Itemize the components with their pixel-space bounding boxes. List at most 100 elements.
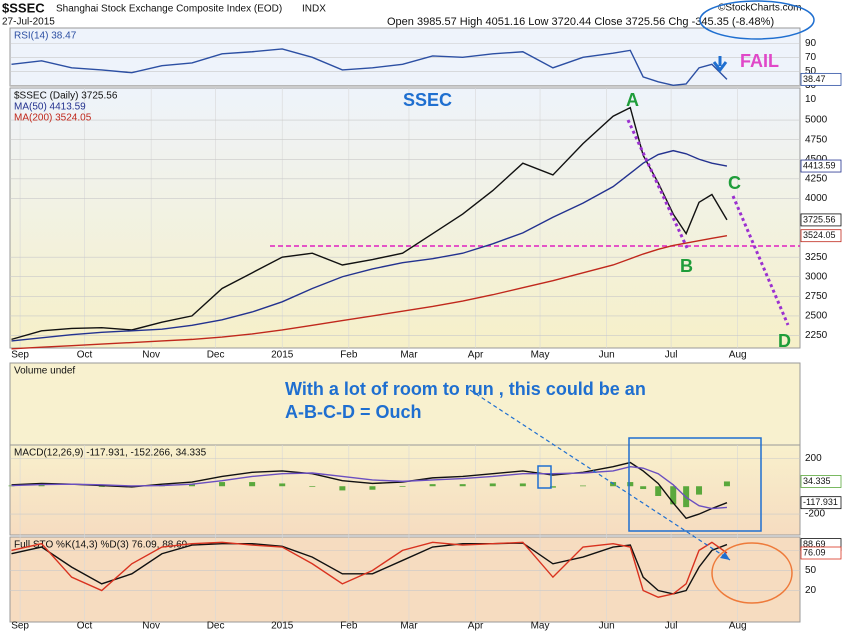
- histogram-bar: [399, 486, 406, 487]
- y-tick-label: 50: [805, 565, 817, 576]
- histogram-bar: [723, 481, 730, 487]
- fail: FAIL: [740, 51, 779, 71]
- volume-panel: [9, 362, 801, 446]
- label-b: B: [680, 256, 693, 276]
- x-tick-label: Oct: [77, 621, 93, 632]
- histogram-bar: [670, 486, 677, 505]
- histogram-bar: [489, 483, 496, 487]
- histogram-bar: [219, 482, 226, 487]
- pointer-head: [720, 552, 730, 560]
- label-c: C: [728, 173, 741, 193]
- series-line: [11, 149, 728, 342]
- y-tick-label: 50: [805, 66, 817, 77]
- value-badge-label: 4413.59: [803, 160, 836, 170]
- price-panel: [9, 87, 801, 349]
- x-tick-label: Sep: [11, 621, 29, 632]
- panel-title: Volume undef: [14, 366, 75, 377]
- histogram-bar: [38, 485, 45, 487]
- ssec-label: SSEC: [403, 90, 452, 110]
- note: With a lot of room to run , this could b…: [285, 379, 646, 399]
- exchange: INDX: [302, 4, 326, 15]
- y-tick-label: 4750: [805, 134, 828, 145]
- x-tick-label: May: [531, 350, 550, 361]
- x-tick-label: Apr: [468, 350, 484, 361]
- x-tick-label: Nov: [142, 621, 160, 632]
- histogram-bar: [627, 482, 634, 487]
- symbol: $SSEC: [2, 0, 45, 15]
- x-tick-label: Jul: [665, 621, 678, 632]
- x-tick-label: Nov: [142, 350, 160, 361]
- y-tick-label: 4500: [805, 154, 828, 165]
- y-tick-label: 5000: [805, 115, 828, 126]
- histogram-bar: [279, 483, 286, 487]
- x-tick-label: Apr: [468, 621, 484, 632]
- value-badge-label: 3725.56: [803, 214, 836, 224]
- histogram-bar: [188, 484, 195, 487]
- x-tick-label: Feb: [340, 350, 358, 361]
- y-tick-label: 10: [805, 94, 817, 105]
- value-badge-label: 38.47: [803, 74, 826, 84]
- y-tick-label: 90: [805, 38, 817, 49]
- value-badge: [800, 159, 842, 173]
- x-tick-label: Feb: [340, 621, 358, 632]
- value-badge: [800, 475, 842, 488]
- index-name: Shanghai Stock Exchange Composite Index …: [56, 4, 282, 15]
- y-tick-label: 3000: [805, 271, 828, 282]
- wave-cd: [731, 195, 790, 326]
- series-line: [11, 235, 728, 350]
- value-badge-label: 3524.05: [803, 230, 836, 240]
- x-tick-label: 2015: [271, 350, 294, 361]
- y-tick-label: 2500: [805, 311, 828, 322]
- histogram-bar: [549, 486, 556, 488]
- y-tick-label: 4000: [805, 193, 828, 204]
- label-d: D: [778, 331, 791, 351]
- histogram-bar: [696, 486, 703, 495]
- y-tick-label: 200: [805, 453, 822, 464]
- x-tick-label: Dec: [207, 350, 225, 361]
- x-tick-label: 2015: [271, 621, 294, 632]
- rsi-panel: [9, 27, 801, 87]
- value-badge-label: 76.09: [803, 547, 826, 557]
- date: 27-Jul-2015: [2, 17, 55, 28]
- y-tick-label: 4250: [805, 173, 828, 184]
- panel-title: Full STO %K(14,3) %D(3) 76.09, 88.69: [14, 540, 188, 551]
- histogram-bar: [309, 486, 316, 487]
- legend-entry: RSI(14) 38.47: [14, 31, 77, 42]
- series-line: [11, 541, 728, 598]
- legend-entry: MA(200) 3524.05: [14, 113, 92, 124]
- value-badge-label: 34.335: [803, 476, 831, 486]
- macd-panel: [9, 444, 801, 536]
- histogram-bar: [640, 486, 647, 490]
- histogram-bar: [339, 486, 346, 491]
- value-badge-label: 88.69: [803, 539, 826, 549]
- y-tick-label: 20: [805, 585, 817, 596]
- histogram-bar: [369, 486, 376, 490]
- y-tick-label: 70: [805, 52, 817, 63]
- label-a: A: [626, 90, 639, 110]
- histogram-bar: [459, 484, 466, 487]
- note: A-B-C-D = Ouch: [285, 402, 422, 422]
- value-badge: [800, 213, 842, 227]
- histogram-bar: [580, 485, 587, 487]
- histogram-bar: [655, 486, 662, 496]
- x-tick-label: Aug: [729, 621, 747, 632]
- x-tick-label: Sep: [11, 350, 29, 361]
- circle: [699, 0, 815, 40]
- series-line: [11, 48, 728, 87]
- series-line: [11, 466, 728, 510]
- histogram-bar: [429, 484, 436, 487]
- pointer: [469, 389, 731, 561]
- x-tick-label: Jun: [599, 350, 615, 361]
- y-tick-label: 2250: [805, 330, 828, 341]
- arrow: [712, 56, 728, 73]
- x-tick-label: Oct: [77, 350, 93, 361]
- x-tick-label: Mar: [400, 350, 418, 361]
- value-badge-label: -117.931: [803, 497, 838, 507]
- panel-title: MACD(12,26,9) -117.931, -152.266, 34.335: [14, 448, 207, 459]
- histogram-bar: [98, 486, 105, 487]
- y-tick-label: 3250: [805, 252, 828, 263]
- histogram-bar: [519, 483, 526, 487]
- credit: ©StockCharts.com: [718, 3, 802, 14]
- quote: Open 3985.57 High 4051.16 Low 3720.44 Cl…: [387, 16, 774, 28]
